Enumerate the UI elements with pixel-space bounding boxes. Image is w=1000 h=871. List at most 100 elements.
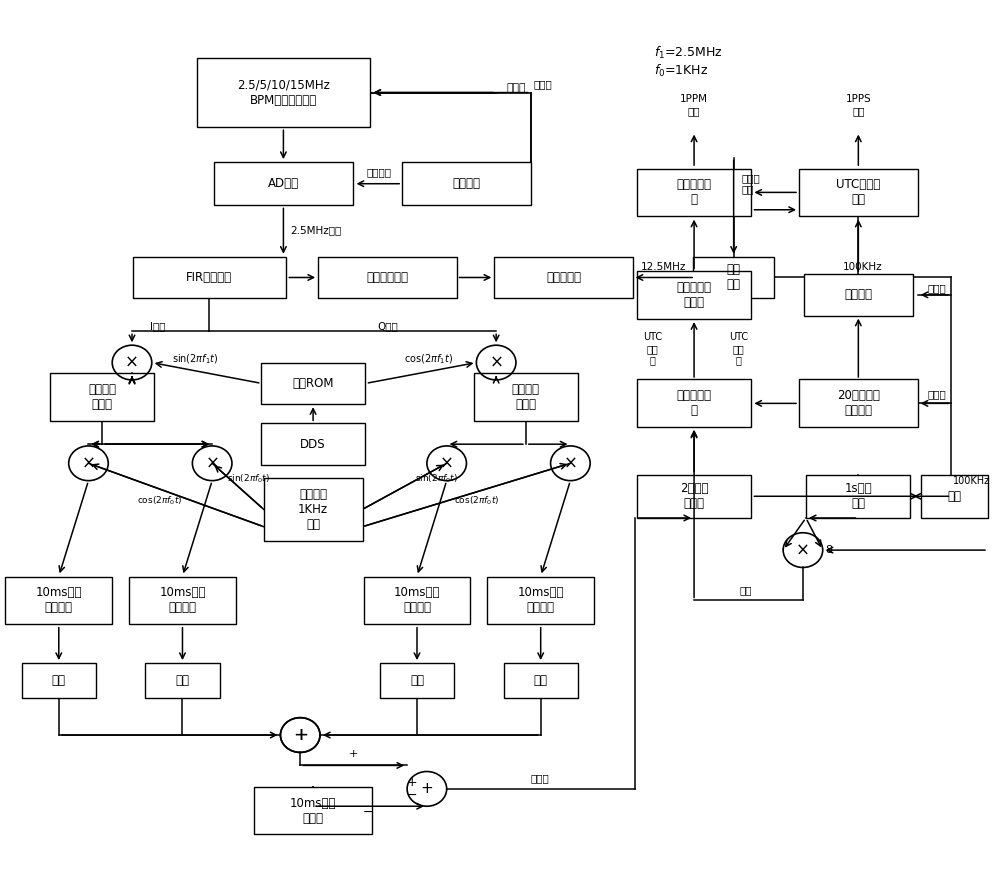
FancyBboxPatch shape — [197, 57, 370, 127]
Text: 平方: 平方 — [534, 674, 548, 687]
Text: FIR带通滤波: FIR带通滤波 — [186, 271, 232, 284]
Text: UTC秒信号
产生: UTC秒信号 产生 — [836, 179, 880, 206]
Text: 本地ROM: 本地ROM — [292, 377, 334, 390]
Text: 信号强度计算: 信号强度计算 — [366, 271, 408, 284]
Text: +: + — [407, 776, 417, 789]
Text: UTC
分标
识: UTC 分标 识 — [643, 332, 662, 365]
Text: +: + — [293, 726, 308, 744]
Text: +: + — [293, 726, 308, 744]
FancyBboxPatch shape — [364, 577, 470, 625]
FancyBboxPatch shape — [637, 380, 751, 428]
Text: DDS: DDS — [300, 438, 326, 450]
Text: 索引值: 索引值 — [928, 388, 946, 399]
Text: $\sin(2\pi f_0 t)$: $\sin(2\pi f_0 t)$ — [227, 473, 270, 485]
Text: ×: × — [563, 455, 577, 472]
Text: 平均: 平均 — [947, 490, 961, 503]
Text: $\cos(2\pi f_1 t)$: $\cos(2\pi f_1 t)$ — [404, 353, 453, 366]
FancyBboxPatch shape — [804, 274, 913, 315]
Text: 相关值: 相关值 — [531, 773, 550, 783]
Text: 秒信号累加
器: 秒信号累加 器 — [677, 179, 712, 206]
Text: 低通滤波
降采样: 低通滤波 降采样 — [88, 383, 116, 411]
Text: 采样时钟: 采样时钟 — [367, 167, 392, 178]
FancyBboxPatch shape — [318, 257, 457, 299]
Text: 本地正交
1KHz
信号: 本地正交 1KHz 信号 — [298, 488, 328, 530]
Text: 通道号: 通道号 — [506, 84, 526, 93]
Text: ×: × — [82, 455, 95, 472]
Text: 1PPM
输出: 1PPM 输出 — [680, 94, 708, 116]
Text: 低通滤波
降采样: 低通滤波 降采样 — [512, 383, 540, 411]
Text: 10ms移位
并行累加: 10ms移位 并行累加 — [394, 586, 440, 614]
Text: $\sin(2\pi f_0 t)$: $\sin(2\pi f_0 t)$ — [415, 473, 458, 485]
Text: −: − — [362, 806, 373, 819]
Text: 2秒相关
值累加: 2秒相关 值累加 — [680, 483, 708, 510]
FancyBboxPatch shape — [402, 162, 531, 206]
Text: +: + — [421, 781, 433, 796]
Text: 调整量: 调整量 — [928, 283, 946, 293]
Text: $\cos(2\pi f_0 t)$: $\cos(2\pi f_0 t)$ — [454, 495, 499, 507]
Text: $\cos(2\pi f_0 t)$: $\cos(2\pi f_0 t)$ — [137, 495, 182, 507]
Text: 1PPS
输出: 1PPS 输出 — [845, 94, 871, 116]
Text: ×: × — [205, 455, 219, 472]
FancyBboxPatch shape — [799, 168, 918, 216]
FancyBboxPatch shape — [50, 374, 154, 422]
FancyBboxPatch shape — [145, 663, 220, 698]
FancyBboxPatch shape — [799, 380, 918, 428]
FancyBboxPatch shape — [921, 475, 988, 518]
Text: 时延计算: 时延计算 — [844, 288, 872, 301]
Text: Q支路: Q支路 — [377, 321, 398, 331]
FancyBboxPatch shape — [693, 257, 774, 299]
FancyBboxPatch shape — [5, 577, 112, 625]
Text: ×: × — [489, 354, 503, 372]
Text: UTC
秒标
识: UTC 秒标 识 — [729, 332, 748, 365]
FancyBboxPatch shape — [487, 577, 594, 625]
FancyBboxPatch shape — [637, 475, 751, 518]
Text: ×: × — [125, 354, 139, 372]
FancyBboxPatch shape — [380, 663, 454, 698]
Text: I支路: I支路 — [150, 321, 165, 331]
Text: 10ms移位
并行累加: 10ms移位 并行累加 — [36, 586, 82, 614]
Text: 2.5/5/10/15MHz
BPM短波授时信号: 2.5/5/10/15MHz BPM短波授时信号 — [237, 78, 330, 106]
Text: 门限: 门限 — [739, 585, 752, 595]
Text: 外部时
钟源: 外部时 钟源 — [742, 173, 760, 194]
FancyBboxPatch shape — [474, 374, 578, 422]
Text: $f_1$=2.5MHz
$f_0$=1KHz: $f_1$=2.5MHz $f_0$=1KHz — [654, 45, 723, 79]
Text: 12.5MHz: 12.5MHz — [641, 262, 686, 273]
Text: 搜索捕获判
决: 搜索捕获判 决 — [677, 389, 712, 417]
Text: 100KHz: 100KHz — [842, 262, 882, 273]
FancyBboxPatch shape — [214, 162, 353, 206]
Text: $\sin(2\pi f_1 t)$: $\sin(2\pi f_1 t)$ — [172, 353, 219, 366]
Text: 采样率产生: 采样率产生 — [546, 271, 581, 284]
Text: 10ms移位
并行累加: 10ms移位 并行累加 — [517, 586, 564, 614]
Text: 通道号: 通道号 — [534, 79, 553, 89]
Text: −: − — [407, 788, 417, 801]
FancyBboxPatch shape — [261, 423, 365, 465]
FancyBboxPatch shape — [261, 362, 365, 404]
FancyBboxPatch shape — [637, 271, 751, 319]
FancyBboxPatch shape — [494, 257, 633, 299]
Text: ×: × — [796, 541, 810, 559]
FancyBboxPatch shape — [133, 257, 286, 299]
Text: 10ms移位
寄存器: 10ms移位 寄存器 — [290, 797, 336, 825]
FancyBboxPatch shape — [129, 577, 236, 625]
Text: +: + — [349, 749, 358, 760]
Text: AD采样: AD采样 — [268, 177, 299, 190]
Text: 1s基准
计数: 1s基准 计数 — [845, 483, 872, 510]
Text: 时钟
基准: 时钟 基准 — [727, 264, 741, 292]
Text: 平方: 平方 — [410, 674, 424, 687]
Text: 20次索引值
排序滤波: 20次索引值 排序滤波 — [837, 389, 880, 417]
Text: 2.5MHz信号: 2.5MHz信号 — [290, 226, 342, 235]
Text: 8: 8 — [826, 545, 833, 555]
Text: ×: × — [440, 455, 454, 472]
Text: 平方: 平方 — [52, 674, 66, 687]
FancyBboxPatch shape — [22, 663, 96, 698]
FancyBboxPatch shape — [254, 787, 372, 834]
Text: 10ms移位
并行累加: 10ms移位 并行累加 — [159, 586, 206, 614]
FancyBboxPatch shape — [637, 168, 751, 216]
FancyBboxPatch shape — [806, 475, 910, 518]
Text: 平方: 平方 — [175, 674, 189, 687]
FancyBboxPatch shape — [264, 478, 363, 541]
Text: 100KHz: 100KHz — [953, 476, 990, 486]
Text: 通道选择: 通道选择 — [452, 177, 480, 190]
FancyBboxPatch shape — [504, 663, 578, 698]
Text: 时号峰值宽
度判断: 时号峰值宽 度判断 — [677, 280, 712, 309]
